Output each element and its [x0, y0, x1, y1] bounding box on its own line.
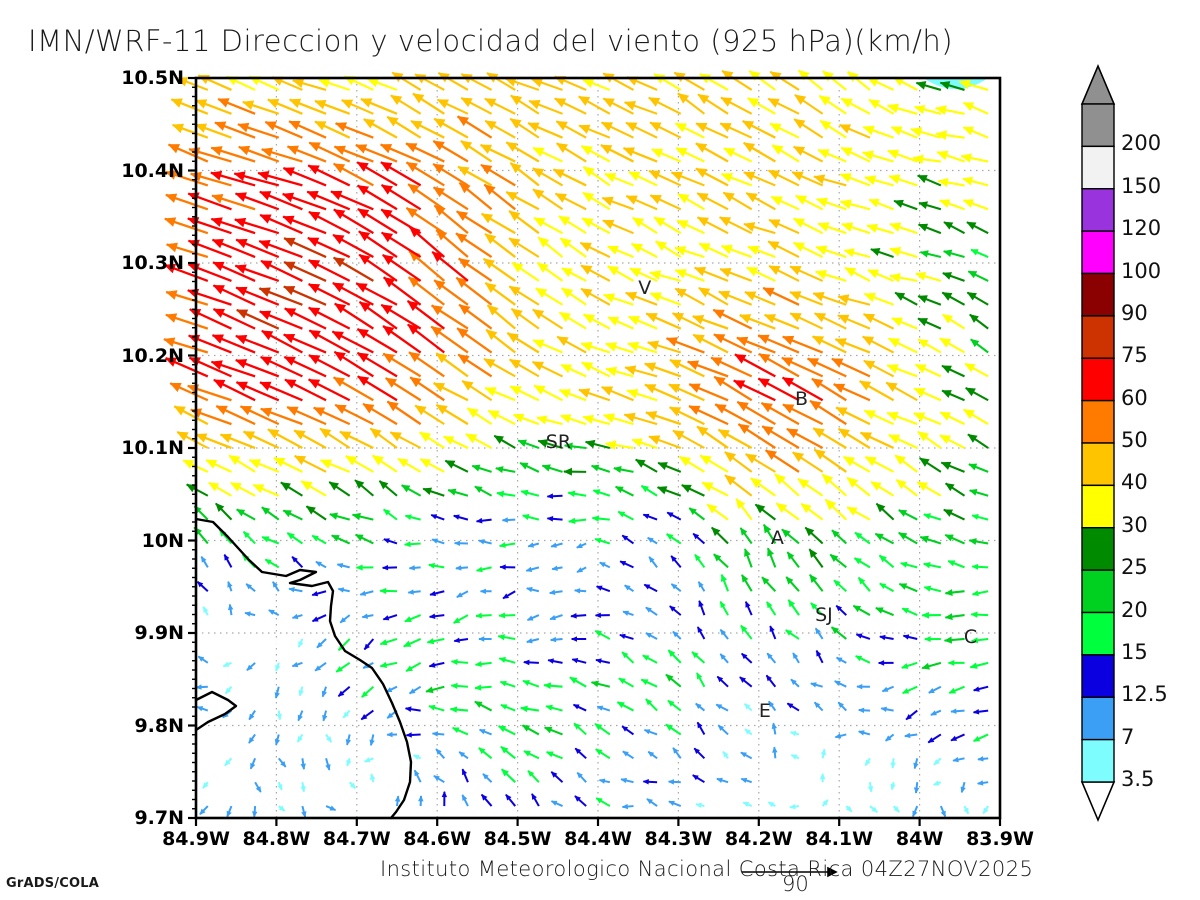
x-axis-tick-label: 84.2W	[724, 828, 793, 850]
footer-institution: Instituto Meteorologico Nacional Costa R…	[380, 857, 1034, 881]
colorbar-tick-label: 200	[1121, 131, 1162, 156]
x-axis-tick-label: 84.9W	[162, 828, 230, 850]
x-axis-tick-label: 84.1W	[805, 828, 874, 850]
y-axis-tick-label: 10.2N	[121, 344, 184, 367]
colorbar-tick-label: 50	[1121, 428, 1148, 452]
y-axis-tick-label: 10N	[141, 529, 184, 552]
colorbar-tick-label: 90	[1121, 300, 1148, 325]
colorbar-tick-label: 100	[1121, 258, 1162, 283]
colorbar-tick-label: 120	[1121, 216, 1162, 241]
x-axis-tick-label: 84.5W	[483, 828, 552, 850]
x-axis-tick-label: 84W	[895, 828, 944, 850]
y-axis-tick-label: 9.8N	[134, 714, 184, 737]
x-axis-tick-label: 84.8W	[242, 828, 311, 850]
grads-cola-tag: GrADS/COLA	[6, 876, 99, 891]
y-axis-tick-label: 9.7N	[134, 807, 184, 829]
colorbar-tick-label: 12.5	[1121, 682, 1168, 707]
x-axis-tick-label: 84.6W	[403, 828, 472, 850]
figure-title: IMN/WRF-11 Direccion y velocidad del vie…	[28, 24, 954, 58]
colorbar-tick-label: 150	[1121, 173, 1162, 198]
x-axis-tick-label: 83.9W	[966, 828, 1034, 850]
y-axis-tick-label: 10.1N	[121, 437, 184, 459]
colorbar-tick-label: 20	[1121, 597, 1148, 622]
x-axis-tick-label: 84.7W	[322, 828, 391, 850]
colorbar-tick-label: 15	[1121, 639, 1148, 664]
y-axis-tick-label: 10.3N	[121, 252, 184, 274]
colorbar-tick-label: 3.5	[1121, 767, 1155, 791]
x-axis-tick-label: 84.3W	[644, 828, 713, 850]
colorbar-tick-label: 25	[1121, 555, 1148, 580]
colorbar-tick-label: 30	[1121, 512, 1148, 537]
colorbar-tick-label: 40	[1121, 470, 1148, 495]
y-axis-tick-label: 9.9N	[134, 622, 184, 644]
reference-vector-label: 90	[782, 872, 809, 896]
y-axis-tick-label: 10.5N	[121, 67, 184, 89]
x-axis-tick-label: 84.4W	[564, 828, 632, 850]
y-axis-tick-label: 10.4N	[121, 159, 184, 182]
colorbar-tick-label: 7	[1121, 724, 1135, 749]
colorbar-tick-label: 60	[1121, 385, 1148, 410]
colorbar-tick-label: 75	[1121, 343, 1148, 368]
